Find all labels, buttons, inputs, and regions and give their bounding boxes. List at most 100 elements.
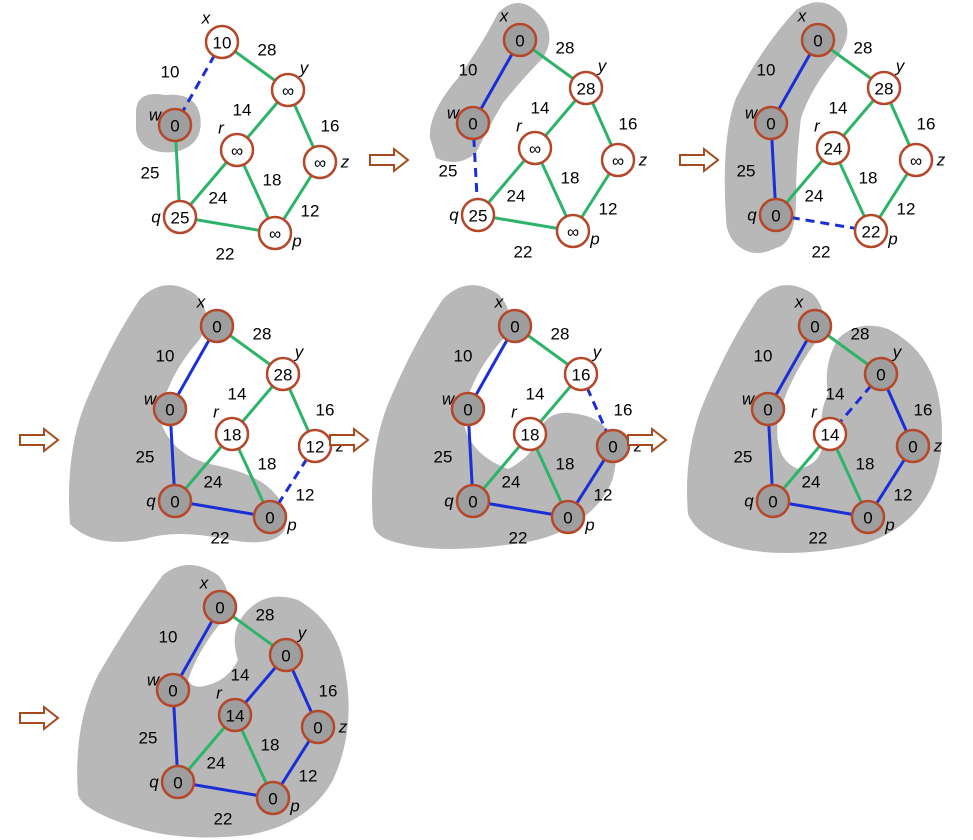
edge-weight-q-p: 22 [214, 810, 233, 829]
node-name-w: w [149, 106, 163, 125]
node-circle-w [753, 105, 789, 141]
node-z: ∞ z [600, 142, 648, 178]
node-value-p: 0 [563, 509, 572, 528]
edge-weight-w-q: 25 [139, 729, 158, 748]
node-name-z: z [936, 151, 946, 170]
edge-weight-x-w: 10 [757, 61, 776, 80]
node-name-z: z [638, 151, 648, 170]
node-value-x: 0 [515, 32, 524, 51]
node-x: 0x [196, 293, 235, 344]
edge-weight-z-p: 12 [897, 200, 916, 219]
node-value-p: 0 [268, 790, 277, 809]
edge-weight-y-z: 16 [619, 115, 638, 134]
edge-weight-x-w: 10 [459, 61, 478, 80]
node-q: 25 q [449, 197, 496, 233]
processed-set-region [77, 565, 349, 838]
node-circle-y [568, 70, 604, 106]
edge-weight-q-p: 22 [809, 529, 828, 548]
node-name-x: x [797, 7, 807, 26]
node-value-p: ∞ [269, 225, 281, 244]
node-value-y: ∞ [282, 82, 294, 101]
edge-weight-z-p: 12 [599, 200, 618, 219]
node-circle-w [750, 391, 786, 427]
edge-weight-y-r: 14 [526, 385, 545, 404]
node-name-q: q [149, 773, 159, 792]
node-circle-x [797, 308, 833, 344]
node-circle-x [199, 308, 235, 344]
node-circle-y [268, 637, 304, 673]
node-name-q: q [449, 206, 459, 225]
node-value-z: 0 [313, 719, 322, 738]
edge-weight-x-y: 28 [551, 325, 570, 344]
node-value-y: 0 [876, 366, 885, 385]
node-name-w: w [144, 390, 158, 409]
node-y: 28y [265, 343, 305, 392]
node-name-y: y [294, 343, 305, 362]
edge-weight-r-q: 24 [507, 187, 526, 206]
node-circle-p [255, 780, 291, 816]
edge-weight-r-q: 24 [502, 473, 521, 492]
node-circle-w [155, 672, 191, 708]
edge-weight-y-z: 16 [917, 115, 936, 134]
node-circle-r [517, 130, 553, 166]
node-name-q: q [146, 492, 156, 511]
node-name-r: r [511, 403, 518, 422]
node-name-x: x [794, 293, 804, 312]
graph-panel-4: 1028141625241812220x28y0w18r12z0q0p [69, 285, 345, 548]
node-p: ∞ p [555, 213, 600, 249]
node-name-w: w [147, 671, 161, 690]
node-q: 0q [744, 483, 791, 519]
node-name-x: x [499, 7, 509, 26]
node-circle-p [550, 499, 586, 535]
node-value-x: 0 [510, 318, 519, 337]
node-value-w: 0 [766, 115, 775, 134]
edge-weight-r-q: 24 [209, 189, 228, 208]
node-circle-q [157, 483, 193, 519]
node-circle-w [455, 105, 491, 141]
node-circle-z [600, 142, 636, 178]
node-y: 0y [863, 343, 903, 392]
node-name-z: z [933, 437, 943, 456]
node-value-x: 10 [213, 34, 232, 53]
node-value-r: 18 [223, 426, 242, 445]
node-y: 0y [268, 624, 308, 673]
edge-weight-q-p: 22 [514, 243, 533, 262]
node-value-q: 0 [468, 493, 477, 512]
node-value-p: ∞ [567, 223, 579, 242]
edge-weight-r-q: 24 [207, 754, 226, 773]
node-w: 0w [742, 390, 786, 427]
node-value-w: 0 [170, 117, 179, 136]
node-y: ∞y [270, 59, 310, 108]
edge-weight-y-r: 14 [228, 385, 247, 404]
node-w: 0w [745, 104, 789, 141]
node-value-q: 25 [171, 209, 190, 228]
edge-weight-q-p: 22 [812, 243, 831, 262]
node-value-y: 0 [281, 647, 290, 666]
node-name-w: w [442, 390, 456, 409]
edge-weight-y-z: 16 [914, 401, 933, 420]
node-circle-x [202, 589, 238, 625]
step-arrow-icon [679, 146, 720, 174]
edge-weight-r-p: 18 [261, 736, 280, 755]
node-name-x: x [494, 293, 504, 312]
node-circle-r [812, 416, 848, 452]
node-name-y: y [592, 343, 603, 362]
node-circle-q [755, 483, 791, 519]
node-circle-y [265, 356, 301, 392]
node-circle-y [863, 356, 899, 392]
node-circle-q [758, 197, 794, 233]
node-value-w: 0 [165, 401, 174, 420]
node-circle-p [850, 499, 886, 535]
node-value-x: 0 [810, 318, 819, 337]
node-circle-z [895, 428, 931, 464]
graph-panel-5: 1028141625241812220x16y0w18r0z0q0p [372, 285, 643, 549]
node-p: 22 p [853, 213, 898, 249]
node-value-r: 18 [521, 426, 540, 445]
edge-weight-r-p: 18 [561, 169, 580, 188]
node-circle-p [257, 215, 293, 251]
